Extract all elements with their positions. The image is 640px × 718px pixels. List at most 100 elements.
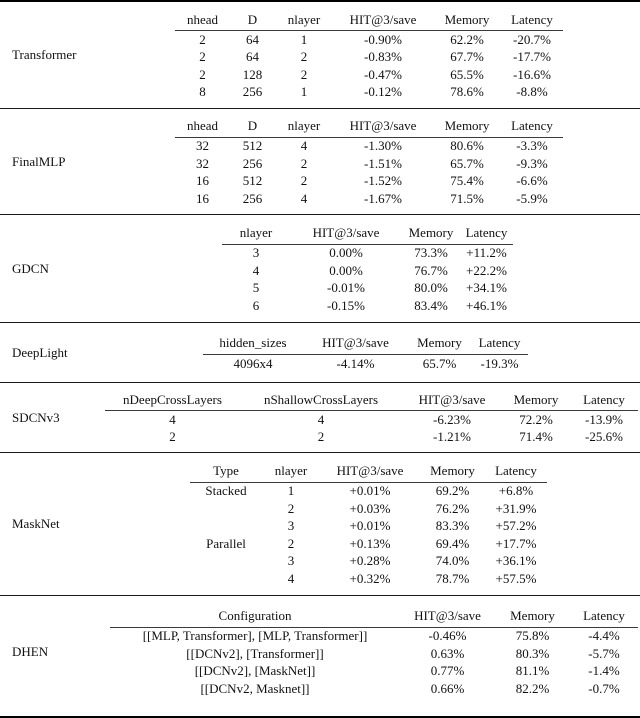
table-cell: 5 xyxy=(252,280,260,296)
table-row: Stacked 1 +0.01% 69.2% +6.8% xyxy=(190,482,547,500)
table-cell: 256 xyxy=(242,155,263,171)
table-cell: 4 xyxy=(317,411,325,427)
table-cell: +0.03% xyxy=(349,500,391,516)
table-cell: -0.46% xyxy=(428,628,467,644)
table-cell: 256 xyxy=(242,190,263,206)
table-row: 2 2 -1.21% 71.4% -25.6% xyxy=(105,429,638,447)
table-cell: 71.5% xyxy=(450,190,484,206)
table-row: 4 0.00% 76.7% +22.2% xyxy=(222,262,513,280)
column-header: Memory xyxy=(420,460,485,483)
table-cell: 62.2% xyxy=(450,31,484,47)
table-cell: 4 xyxy=(287,570,295,586)
table-cell: 76.2% xyxy=(435,500,470,516)
table-cell: [[DCNv2, Masknet]] xyxy=(200,680,310,696)
subtable: hidden_sizes HIT@3/save Memory Latency 4096x… xyxy=(203,332,528,373)
column-header: Latency xyxy=(485,460,547,483)
table-cell: 2 xyxy=(199,31,206,47)
column-header: nlayer xyxy=(222,222,290,245)
column-header: Memory xyxy=(495,605,570,628)
table-cell: +0.13% xyxy=(349,535,391,551)
table-cell: -1.51% xyxy=(364,155,402,171)
table-cell: 3 xyxy=(287,518,295,534)
table-row: [[DCNv2], [MaskNet]] 0.77% 81.1% -1.4% xyxy=(110,663,638,681)
column-header: Latency xyxy=(570,605,638,628)
column-header: HIT@3/save xyxy=(303,332,408,355)
table-cell: +0.32% xyxy=(349,570,391,586)
table-row: 4 +0.32% 78.7% +57.5% xyxy=(190,570,547,588)
table-cell: 2 xyxy=(300,173,308,189)
table-cell: 2 xyxy=(287,500,295,516)
table-cell: -0.83% xyxy=(364,49,402,65)
table-cell xyxy=(190,553,262,571)
table-cell: 82.2% xyxy=(515,680,550,696)
table-cell: -13.9% xyxy=(585,411,623,427)
table-cell: 0.00% xyxy=(329,245,363,261)
table-row: 2 64 1 -0.90% 62.2% -20.7% xyxy=(175,31,563,49)
column-header: Latency xyxy=(471,332,528,355)
table-cell: 1 xyxy=(300,84,308,100)
table-row: 3 0.00% 73.3% +11.2% xyxy=(222,244,513,262)
table-cell: -5.9% xyxy=(516,190,548,206)
model-section-deeplight: DeepLight hidden_sizes HIT@3/save Memory Lat… xyxy=(0,322,640,382)
column-header: nShallowCrossLayers xyxy=(240,389,402,411)
column-header: HIT@3/save xyxy=(333,9,433,31)
column-header: nDeepCrossLayers xyxy=(105,389,240,411)
table-cell: +22.2% xyxy=(466,262,507,278)
table-cell: -0.12% xyxy=(364,84,402,100)
table-cell: +0.01% xyxy=(349,518,391,534)
column-header: Memory xyxy=(402,222,460,245)
table-cell: -6.23% xyxy=(433,411,471,427)
column-header: Memory xyxy=(502,389,570,411)
table-cell: 1 xyxy=(300,31,308,47)
table-cell: -0.7% xyxy=(588,680,620,696)
table-cell: -17.7% xyxy=(513,49,551,65)
table-cell: 8 xyxy=(199,84,206,100)
table-cell: 2 xyxy=(317,429,325,445)
table-cell: -4.4% xyxy=(588,628,620,644)
table-cell: 3 xyxy=(287,553,295,569)
table-row: 4 4 -6.23% 72.2% -13.9% xyxy=(105,411,638,429)
column-header: nlayer xyxy=(275,9,333,31)
table-row: 5 -0.01% 80.0% +34.1% xyxy=(222,280,513,298)
table-cell: 4 xyxy=(300,138,308,154)
table-cell: +11.2% xyxy=(466,245,507,261)
table-cell: 2 xyxy=(199,66,206,82)
table-row: [[MLP, Transformer], [MLP, Transformer]]… xyxy=(110,627,638,645)
table-cell: -3.3% xyxy=(516,138,548,154)
table-cell: 81.1% xyxy=(515,663,550,679)
table-row: 2 64 2 -0.83% 67.7% -17.7% xyxy=(175,49,563,67)
table-cell: +0.01% xyxy=(349,483,391,499)
table-row: 2 128 2 -0.47% 65.5% -16.6% xyxy=(175,66,563,84)
table-cell: -25.6% xyxy=(585,429,623,445)
table-row: 3 +0.01% 83.3% +57.2% xyxy=(190,518,547,536)
table-cell: -1.30% xyxy=(364,138,402,154)
header-row: nlayer HIT@3/save Memory Latency xyxy=(222,222,513,245)
table-cell: -0.01% xyxy=(327,280,365,296)
table-cell: +34.1% xyxy=(466,280,507,296)
table-cell: 0.77% xyxy=(430,663,465,679)
table-cell: +57.2% xyxy=(495,518,537,534)
table-row: [[DCNv2], [Transformer]] 0.63% 80.3% -5.7% xyxy=(110,645,638,663)
table-cell: 80.6% xyxy=(450,138,484,154)
table-cell: 83.3% xyxy=(435,518,470,534)
table-cell: 69.2% xyxy=(435,483,470,499)
table-cell: -1.67% xyxy=(364,190,402,206)
column-header: HIT@3/save xyxy=(402,389,502,411)
column-header: hidden_sizes xyxy=(203,332,303,355)
table-cell: 0.66% xyxy=(430,680,465,696)
table-cell: 80.0% xyxy=(414,280,448,296)
table-cell: 2 xyxy=(300,155,308,171)
column-header: Memory xyxy=(433,115,501,138)
subtable: Type nlayer HIT@3/save Memory Latency Stacked… xyxy=(190,460,547,588)
table-cell: -9.3% xyxy=(516,155,548,171)
table-cell: +57.5% xyxy=(495,570,537,586)
table-cell: 4 xyxy=(169,411,176,427)
column-header: HIT@3/save xyxy=(290,222,402,245)
column-header: HIT@3/save xyxy=(320,460,420,483)
table-cell: 6 xyxy=(252,297,260,313)
table-cell: -19.3% xyxy=(480,355,519,371)
